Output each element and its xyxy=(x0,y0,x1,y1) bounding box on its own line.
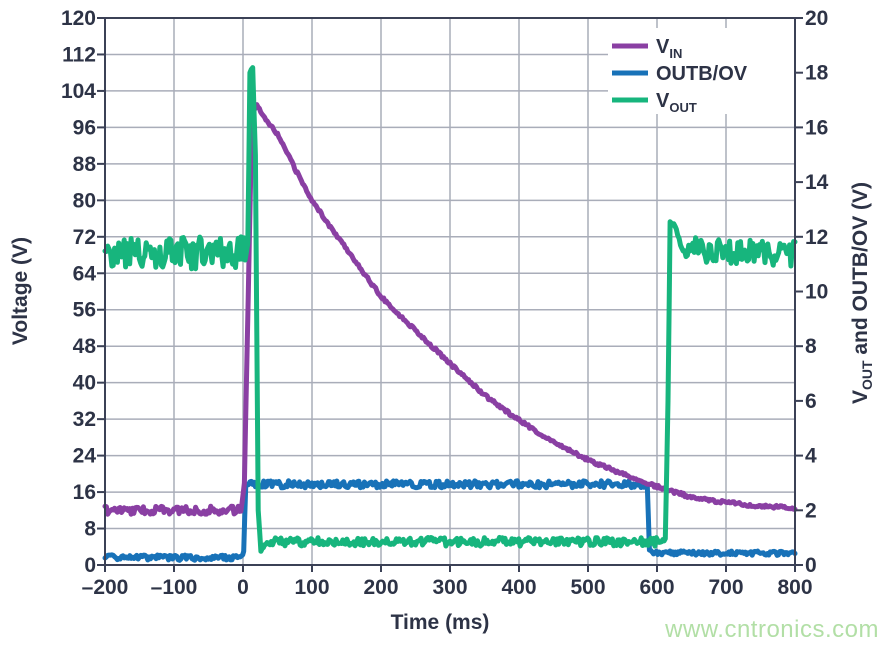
watermark-text: www.cntronics.com xyxy=(665,616,879,643)
y-left-tick-label: 112 xyxy=(62,43,96,66)
x-axis-tick-labels: –200 –100 0 100 200 300 400 500 600 700 800 xyxy=(82,576,813,599)
legend-label: VIN xyxy=(656,36,682,61)
legend-item-v-in: VIN xyxy=(612,36,682,61)
x-tick-label: –100 xyxy=(151,576,198,599)
y-right-tick-label: 12 xyxy=(805,226,828,249)
x-tick-label: 0 xyxy=(237,576,249,599)
y-left-tick-label: 96 xyxy=(73,116,96,139)
legend-label: OUTB/OV xyxy=(656,63,748,85)
y-left-tick-label: 104 xyxy=(61,80,96,103)
x-tick-label: 200 xyxy=(363,576,398,599)
y-right-tick-label: 20 xyxy=(805,7,828,30)
y-right-tick-label: 4 xyxy=(805,445,817,468)
x-tick-label: 300 xyxy=(432,576,467,599)
y-left-tick-label: 24 xyxy=(73,445,97,468)
y-left-tick-label: 32 xyxy=(73,408,96,431)
y-right-tick-label: 8 xyxy=(805,335,817,358)
traces xyxy=(102,65,798,563)
y-right-tick-label: 18 xyxy=(805,62,829,85)
y-left-tick-label: 56 xyxy=(73,299,96,322)
trace-v-out xyxy=(102,65,798,554)
y-right-tick-label: 10 xyxy=(805,281,828,304)
y-left-tick-label: 8 xyxy=(84,518,96,541)
x-tick-label: –200 xyxy=(82,576,129,599)
y-left-tick-label: 72 xyxy=(73,226,96,249)
y-left-tick-label: 0 xyxy=(84,554,96,577)
y-left-tick-label: 16 xyxy=(73,481,96,504)
x-tick-label: 100 xyxy=(294,576,329,599)
y-left-tick-label: 48 xyxy=(73,335,97,358)
y-left-tick-label: 80 xyxy=(73,189,96,212)
x-tick-label: 800 xyxy=(777,576,812,599)
y-right-tick-label: 6 xyxy=(805,390,817,413)
y-axis-right-tick-labels: 0 2 4 6 8 10 12 14 16 18 20 xyxy=(805,7,829,577)
x-tick-label: 400 xyxy=(501,576,536,599)
x-tick-label: 700 xyxy=(708,576,743,599)
x-axis-title: Time (ms) xyxy=(391,611,490,634)
y-axis-left-tick-labels: 0 8 16 24 32 40 48 56 64 72 80 88 96 104 112 120 xyxy=(61,7,96,577)
y-left-tick-label: 120 xyxy=(61,7,96,30)
x-tick-label: 600 xyxy=(639,576,674,599)
axis-ticks xyxy=(97,17,803,572)
legend-label: VOUT xyxy=(656,90,697,115)
y-left-tick-label: 88 xyxy=(73,153,97,176)
y-left-tick-label: 64 xyxy=(73,262,97,285)
y-right-tick-label: 16 xyxy=(805,116,828,139)
y-right-tick-label: 0 xyxy=(805,554,817,577)
y-right-tick-label: 2 xyxy=(805,499,817,522)
y-axis-left-title: Voltage (V) xyxy=(9,237,32,345)
legend-item-v-out: VOUT xyxy=(612,90,697,115)
x-tick-label: 500 xyxy=(570,576,605,599)
y-axis-right-title: VOUT and OUTB/OV (V) xyxy=(849,182,875,404)
y-right-tick-label: 14 xyxy=(805,171,829,194)
y-left-tick-label: 40 xyxy=(73,372,96,395)
legend-item-outb-ov: OUTB/OV xyxy=(612,63,748,85)
trace-outb-ov xyxy=(102,478,798,563)
trace-v-in xyxy=(102,102,798,517)
